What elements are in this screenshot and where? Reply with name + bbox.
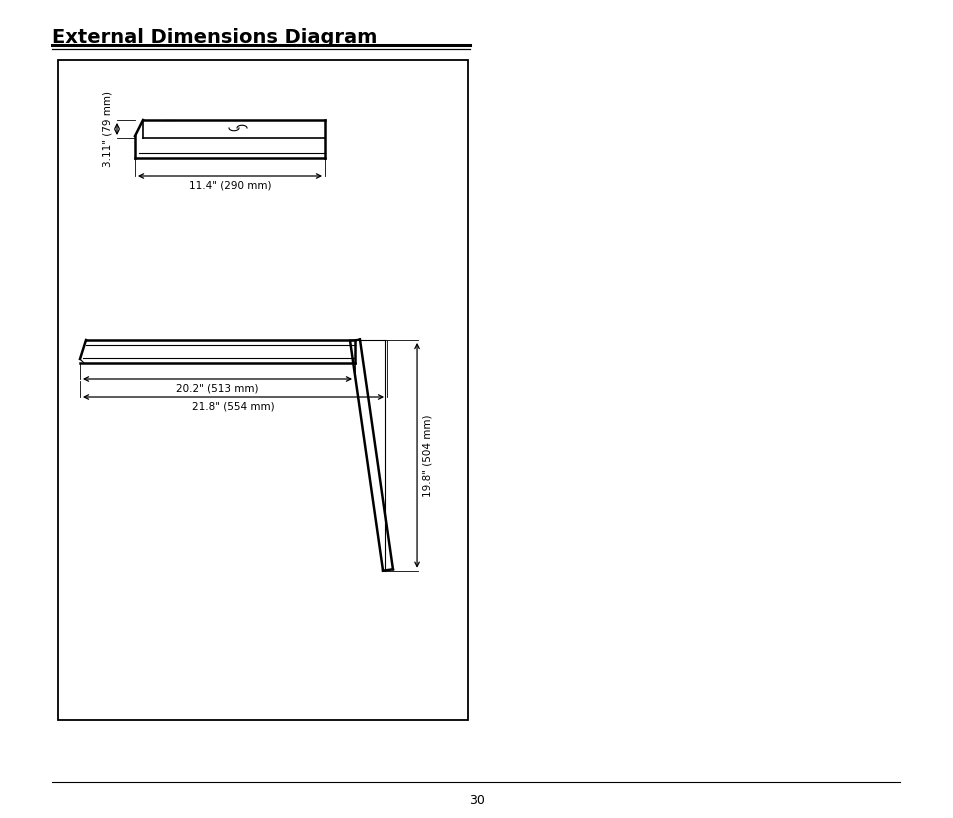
Text: 3.11" (79 mm): 3.11" (79 mm) — [103, 91, 112, 167]
Text: 19.8" (504 mm): 19.8" (504 mm) — [421, 414, 432, 497]
Text: 30: 30 — [469, 794, 484, 807]
Bar — [58, 60, 468, 720]
Text: 20.2" (513 mm): 20.2" (513 mm) — [176, 384, 258, 394]
Text: 21.8" (554 mm): 21.8" (554 mm) — [192, 402, 274, 412]
Text: External Dimensions Diagram: External Dimensions Diagram — [52, 28, 377, 47]
Text: 11.4" (290 mm): 11.4" (290 mm) — [189, 181, 271, 191]
